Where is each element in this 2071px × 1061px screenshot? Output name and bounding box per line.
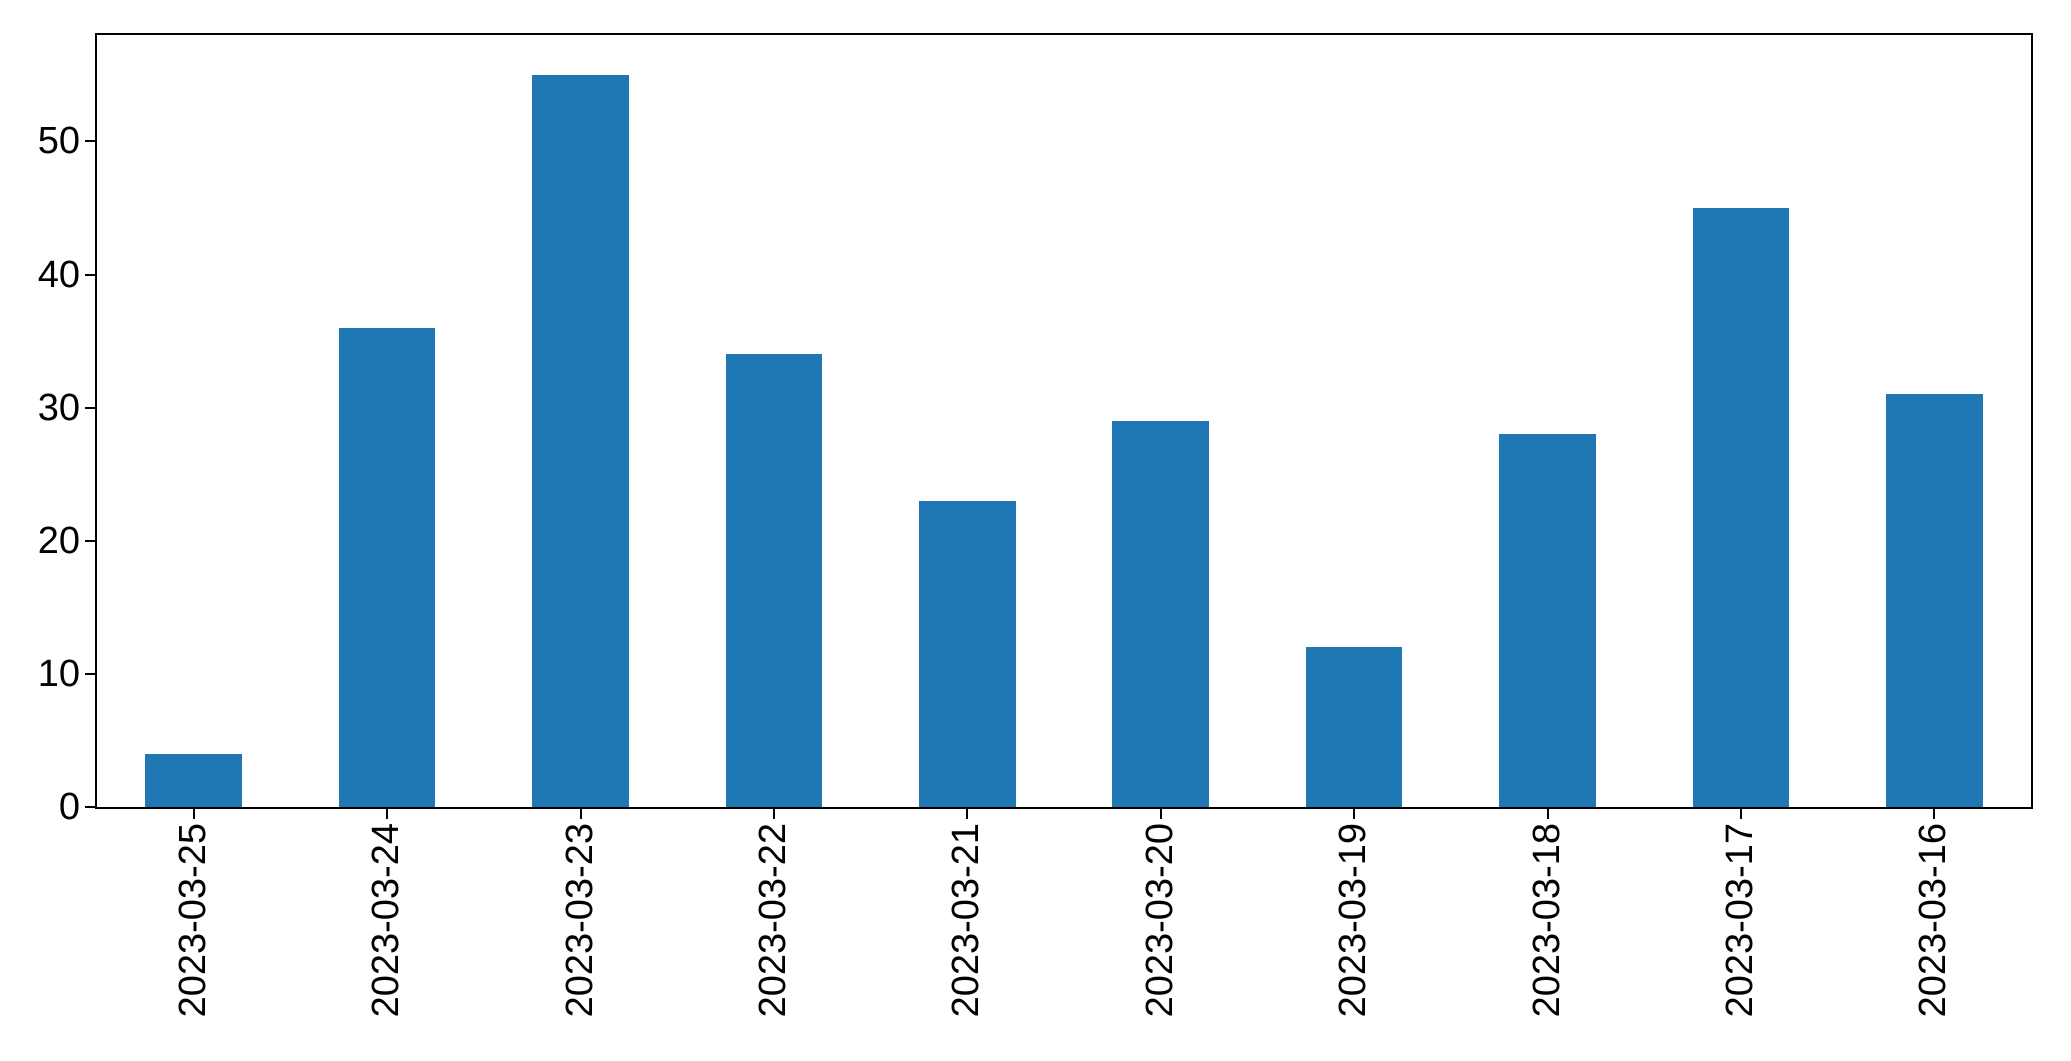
y-tick-mark-40 [85,273,95,276]
x-tick-label-2023-03-24: 2023-03-24 [365,823,408,1018]
y-tick-mark-30 [85,406,95,409]
bar-2023-03-20 [1112,421,1210,807]
bar-2023-03-17 [1692,208,1790,807]
x-tick-label-2023-03-22: 2023-03-22 [751,823,794,1018]
y-tick-label-10: 10 [37,652,80,695]
bar-2023-03-25 [145,753,243,807]
y-tick-mark-50 [85,140,95,143]
x-tick-mark-2023-03-24 [386,809,389,819]
bar-2023-03-19 [1305,647,1403,807]
y-tick-label-30: 30 [37,386,80,429]
x-tick-label-2023-03-17: 2023-03-17 [1718,823,1761,1018]
x-tick-mark-2023-03-21 [966,809,969,819]
bar-2023-03-23 [532,74,629,807]
x-tick-label-2023-03-18: 2023-03-18 [1525,823,1568,1018]
x-tick-mark-2023-03-17 [1739,809,1742,819]
x-tick-label-2023-03-21: 2023-03-21 [945,823,988,1018]
x-tick-label-2023-03-19: 2023-03-19 [1332,823,1375,1018]
bar-2023-03-18 [1499,434,1596,807]
y-tick-label-40: 40 [37,253,80,296]
bar-2023-03-21 [918,500,1016,807]
x-tick-mark-2023-03-16 [1933,809,1936,819]
y-tick-mark-10 [85,672,95,675]
y-tick-label-20: 20 [37,519,80,562]
x-tick-label-2023-03-25: 2023-03-25 [171,823,214,1018]
bar-2023-03-22 [725,354,823,807]
x-tick-mark-2023-03-25 [192,809,195,819]
x-tick-label-2023-03-16: 2023-03-16 [1912,823,1955,1018]
x-tick-mark-2023-03-19 [1353,809,1356,819]
bar-2023-03-16 [1885,394,1983,807]
x-tick-label-2023-03-20: 2023-03-20 [1138,823,1181,1018]
x-tick-label-2023-03-23: 2023-03-23 [558,823,601,1018]
y-tick-label-50: 50 [37,120,80,163]
y-tick-mark-0 [85,806,95,808]
y-tick-label-0: 0 [58,786,80,828]
x-tick-mark-2023-03-18 [1546,809,1549,819]
x-tick-mark-2023-03-23 [579,809,582,819]
x-tick-mark-2023-03-20 [1159,809,1162,819]
y-tick-mark-20 [85,539,95,542]
x-tick-mark-2023-03-22 [772,809,775,819]
plot-area [95,33,2033,809]
bar-2023-03-24 [338,327,436,807]
